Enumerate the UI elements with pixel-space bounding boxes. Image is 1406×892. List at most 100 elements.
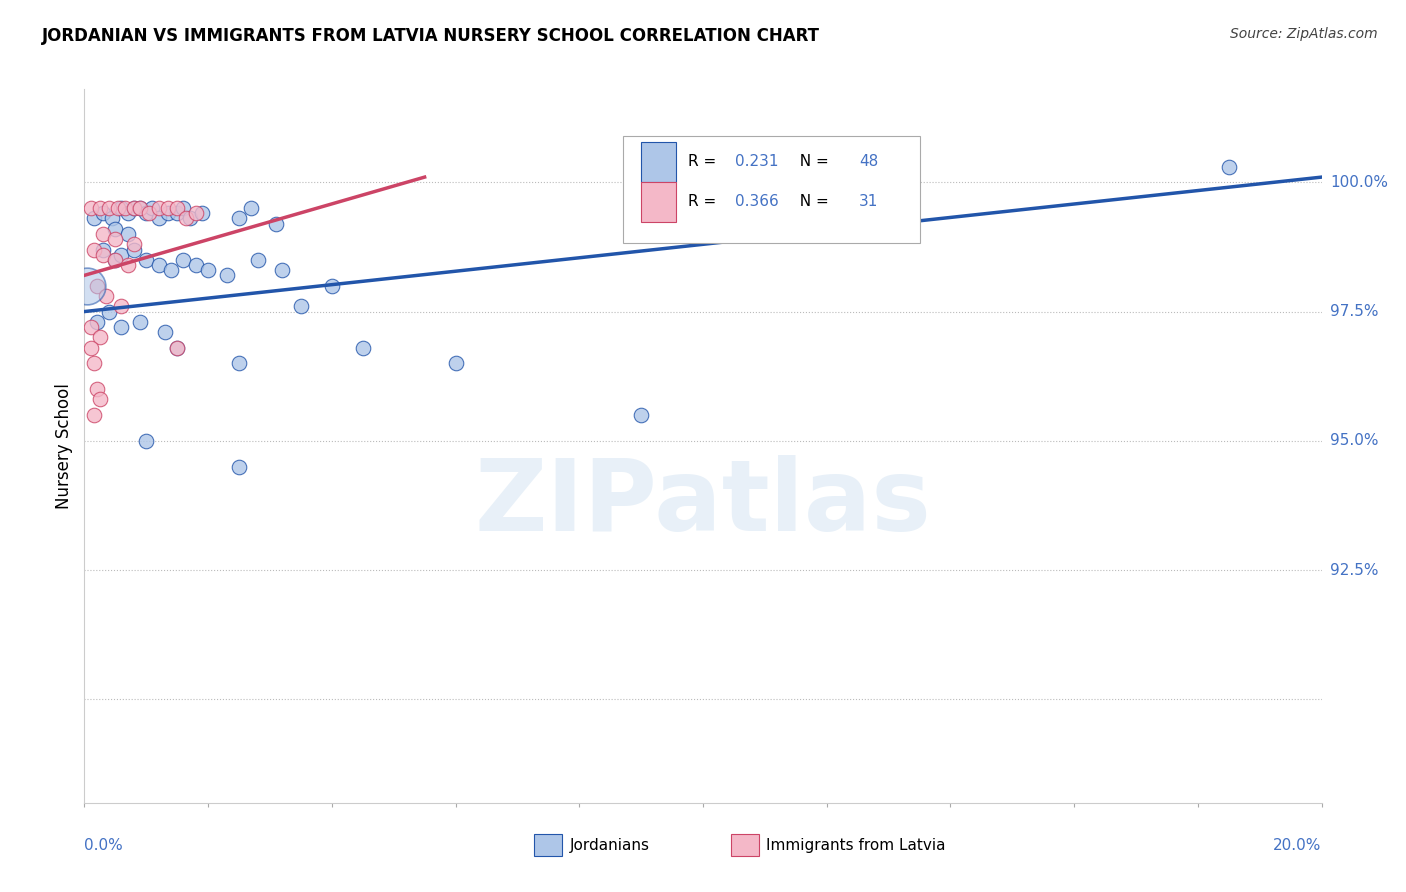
Text: 100.0%: 100.0%: [1330, 175, 1388, 190]
Text: Source: ZipAtlas.com: Source: ZipAtlas.com: [1230, 27, 1378, 41]
Bar: [641, 143, 676, 182]
Point: [91, 206, 114, 220]
Text: Jordanians: Jordanians: [569, 838, 650, 853]
Point: [122, 201, 145, 215]
Point: [79, 201, 101, 215]
Point: [228, 211, 250, 226]
Text: Immigrants from Latvia: Immigrants from Latvia: [766, 838, 946, 853]
Point: [215, 268, 238, 283]
Point: [110, 299, 132, 313]
Text: N =: N =: [790, 154, 834, 169]
Bar: [641, 182, 676, 221]
Point: [104, 252, 127, 267]
Point: [79, 341, 101, 355]
Text: 92.5%: 92.5%: [1330, 563, 1378, 578]
Point: [135, 206, 157, 220]
Point: [148, 201, 170, 215]
Point: [630, 408, 652, 422]
Text: ZIPatlas: ZIPatlas: [475, 455, 931, 551]
Point: [76, 278, 98, 293]
Point: [156, 206, 179, 220]
Point: [166, 341, 188, 355]
Text: 31: 31: [859, 194, 879, 210]
Point: [138, 206, 160, 220]
Point: [240, 201, 263, 215]
Text: 0.0%: 0.0%: [84, 838, 124, 854]
Text: 95.0%: 95.0%: [1330, 434, 1378, 449]
Point: [86, 278, 108, 293]
Point: [122, 201, 145, 215]
Point: [91, 248, 114, 262]
Point: [172, 201, 194, 215]
Point: [172, 252, 194, 267]
Point: [148, 211, 170, 226]
Point: [94, 289, 117, 303]
Text: N =: N =: [790, 194, 834, 210]
Point: [98, 304, 121, 318]
Point: [89, 392, 111, 407]
Point: [114, 201, 136, 215]
Text: R =: R =: [688, 194, 721, 210]
Point: [184, 206, 207, 220]
Point: [153, 325, 176, 339]
Point: [83, 356, 105, 370]
Point: [246, 252, 269, 267]
Point: [117, 258, 139, 272]
Point: [83, 408, 105, 422]
Point: [444, 356, 467, 370]
Text: 48: 48: [859, 154, 879, 169]
Point: [160, 263, 183, 277]
Point: [197, 263, 219, 277]
FancyBboxPatch shape: [623, 136, 920, 243]
Point: [129, 201, 152, 215]
Point: [129, 315, 152, 329]
Point: [122, 237, 145, 252]
Point: [89, 330, 111, 344]
Point: [83, 243, 105, 257]
Point: [91, 227, 114, 241]
Text: 0.366: 0.366: [735, 194, 779, 210]
Text: 20.0%: 20.0%: [1274, 838, 1322, 854]
Point: [135, 434, 157, 448]
Point: [264, 217, 287, 231]
Point: [228, 356, 250, 370]
Text: 0.231: 0.231: [735, 154, 779, 169]
Point: [89, 201, 111, 215]
Point: [156, 201, 179, 215]
Point: [98, 201, 121, 215]
Y-axis label: Nursery School: Nursery School: [55, 383, 73, 509]
Text: JORDANIAN VS IMMIGRANTS FROM LATVIA NURSERY SCHOOL CORRELATION CHART: JORDANIAN VS IMMIGRANTS FROM LATVIA NURS…: [42, 27, 820, 45]
Point: [110, 201, 132, 215]
Point: [166, 206, 188, 220]
Point: [290, 299, 312, 313]
Point: [122, 243, 145, 257]
Point: [148, 258, 170, 272]
Point: [104, 232, 127, 246]
Text: 97.5%: 97.5%: [1330, 304, 1378, 319]
Point: [176, 211, 198, 226]
Point: [1218, 160, 1240, 174]
Point: [104, 252, 127, 267]
Point: [83, 211, 105, 226]
Point: [141, 201, 163, 215]
Point: [91, 243, 114, 257]
Point: [129, 201, 152, 215]
Point: [271, 263, 294, 277]
Text: R =: R =: [688, 154, 721, 169]
Point: [166, 341, 188, 355]
Point: [110, 320, 132, 334]
Point: [107, 201, 129, 215]
Point: [101, 211, 124, 226]
Point: [117, 227, 139, 241]
Point: [321, 278, 343, 293]
Point: [135, 252, 157, 267]
Point: [166, 201, 188, 215]
Point: [191, 206, 214, 220]
Point: [86, 315, 108, 329]
Point: [352, 341, 374, 355]
Point: [184, 258, 207, 272]
Point: [79, 320, 101, 334]
Point: [110, 248, 132, 262]
Point: [104, 222, 127, 236]
Point: [117, 206, 139, 220]
